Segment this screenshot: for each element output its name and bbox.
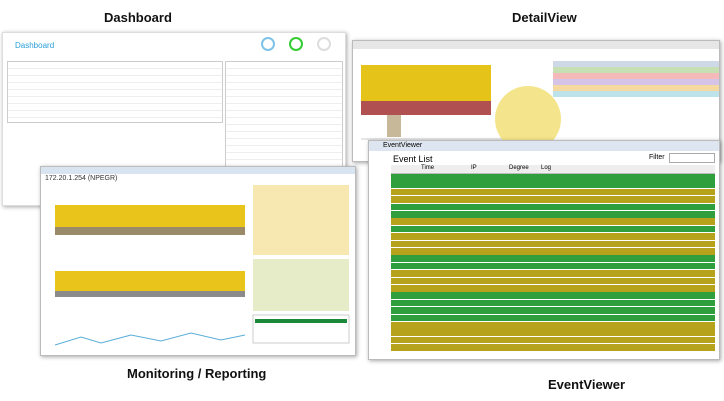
- title-bar: [353, 41, 719, 49]
- area: [55, 271, 245, 291]
- window-title: EventViewer: [383, 142, 423, 149]
- column-header: Degree: [509, 165, 529, 171]
- table: [7, 61, 223, 123]
- row: [553, 79, 719, 85]
- heading: Event List: [393, 154, 433, 164]
- detail-chart: [361, 61, 719, 152]
- table: [253, 185, 349, 255]
- row: [255, 319, 347, 323]
- area: [55, 291, 245, 297]
- event-row: [391, 314, 715, 322]
- column-header: Log: [541, 165, 552, 171]
- window-title: Dashboard: [15, 41, 55, 50]
- event-rows: [391, 174, 715, 354]
- table-header: Time IP Degree Log: [391, 165, 715, 174]
- event-row: [391, 240, 715, 248]
- date-input[interactable]: [669, 153, 715, 163]
- event-row: [391, 322, 715, 329]
- column-header: IP: [471, 165, 477, 171]
- label: EventViewer: [548, 377, 626, 392]
- label: DetailView: [512, 10, 577, 25]
- monitoring-window: 172.20.1.254 (NPEGR): [40, 166, 356, 356]
- row: [553, 67, 719, 73]
- event-row: [391, 285, 715, 292]
- event-row: [391, 233, 715, 240]
- table: [253, 259, 349, 311]
- row: [553, 85, 719, 91]
- filter-label: Filter: [649, 154, 665, 161]
- event-row: [391, 255, 715, 262]
- label: Dashboard: [104, 10, 172, 25]
- area: [361, 65, 491, 101]
- event-row: [391, 211, 715, 218]
- column-header: Time: [421, 165, 435, 171]
- event-row: [391, 292, 715, 299]
- event-row: [391, 329, 715, 336]
- area: [387, 115, 401, 137]
- event-window: EventViewer Event List Filter Time IP Degr…: [368, 140, 720, 360]
- event-row: [391, 299, 715, 307]
- area: [55, 205, 245, 227]
- event-row: [391, 196, 715, 203]
- area: [55, 227, 245, 235]
- title-bar: [369, 141, 719, 151]
- event-row: [391, 188, 715, 196]
- row: [553, 91, 719, 97]
- monitoring-charts: [54, 185, 350, 346]
- event-row: [391, 174, 715, 181]
- gauge: [317, 37, 331, 51]
- table-header: [553, 61, 719, 67]
- label: Monitoring / Reporting: [127, 366, 267, 381]
- event-row: [391, 344, 715, 351]
- event-row: [391, 248, 715, 255]
- title-bar: [41, 167, 355, 174]
- area: [361, 101, 491, 115]
- pie: [495, 86, 561, 152]
- line: [54, 332, 246, 346]
- event-row: [391, 307, 715, 314]
- window-title: 172.20.1.254 (NPEGR): [45, 175, 118, 182]
- event-row: [391, 277, 715, 285]
- event-row: [391, 262, 715, 270]
- event-row: [391, 203, 715, 211]
- event-row: [391, 270, 715, 277]
- event-row: [391, 181, 715, 188]
- event-row: [391, 336, 715, 344]
- row: [553, 73, 719, 79]
- gauge: [289, 37, 303, 51]
- event-row: [391, 225, 715, 233]
- event-row: [391, 218, 715, 225]
- gauge: [261, 37, 275, 51]
